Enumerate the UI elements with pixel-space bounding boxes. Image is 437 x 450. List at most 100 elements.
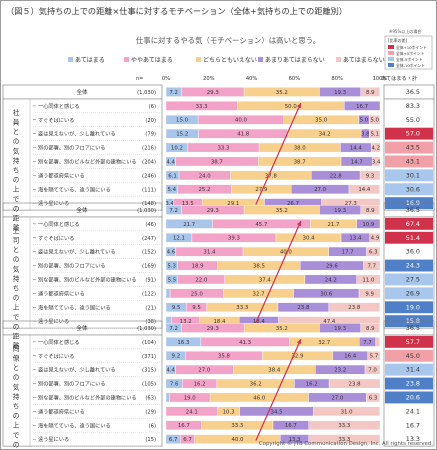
- bar-value: 21.7: [327, 222, 339, 228]
- row-total: 57.0: [406, 130, 420, 138]
- panel-name-char: 僚: [13, 354, 20, 363]
- row-n: (20): [145, 118, 156, 124]
- bar-segment: [328, 378, 381, 389]
- bar-segment: [348, 184, 380, 195]
- bar-segment: [366, 246, 381, 257]
- row-label: 一心同体と感じる: [38, 102, 80, 110]
- row-n: (247): [142, 236, 156, 242]
- sig-legend-label: 全体-5ポイント: [396, 57, 423, 62]
- panel-name-char: の: [13, 441, 20, 449]
- row-total: 83.3: [406, 102, 420, 110]
- row-n: (1,030): [137, 90, 156, 96]
- legend-label: あまりあてはまらない: [265, 57, 325, 64]
- row-total: 13.3: [406, 435, 420, 443]
- row-label: すぐそばにいる: [38, 234, 74, 242]
- row-total: 36.5: [406, 206, 420, 214]
- row-n: (122): [142, 291, 156, 297]
- panel-label-frame: [2, 320, 163, 447]
- sig-legend-label: 全体-10ポイント: [396, 63, 425, 68]
- row-total: 51.4: [406, 234, 420, 242]
- row-label: 姿は見えないが、少し離れている: [38, 366, 116, 374]
- panel-name-char: 司: [13, 237, 20, 245]
- bar-value: 18.4: [253, 319, 266, 325]
- trend-arrow-head: [297, 221, 301, 227]
- bar-value: 16.2: [306, 381, 318, 387]
- panel-name-char: の: [13, 176, 20, 184]
- legend-swatch: [336, 57, 341, 62]
- bar-value: 41.3: [239, 340, 251, 346]
- sig-legend-swatch: [388, 51, 394, 55]
- series-legend: あてはまる ややあてはまる どちらともいえない あまりあてはまらない あてはまらない: [68, 56, 385, 64]
- bar-value: 5.4: [167, 187, 176, 193]
- bar-value: 34.2: [319, 132, 331, 138]
- bar-value: 45.7: [255, 222, 267, 228]
- legend-swatch: [124, 57, 129, 62]
- row-label: 別の部署、別のフロアにいる: [38, 380, 105, 388]
- panel-name-char: 上: [13, 303, 20, 312]
- panel-label-frame: [2, 84, 163, 211]
- bar-segment: [360, 87, 380, 97]
- trend-arrow-head: [297, 339, 301, 345]
- bar-value: 38.7: [294, 159, 306, 165]
- bar-segment: [308, 434, 381, 444]
- panel-name-char: 気: [13, 382, 20, 391]
- bar-value: 27.0: [331, 395, 344, 401]
- row-label: 姿は見えないが、少し離れている: [38, 248, 116, 256]
- bar-value: 16.7: [285, 423, 297, 429]
- bar-value: 27.0: [198, 368, 211, 374]
- bar-value: 38.0: [294, 145, 307, 151]
- bar-value: 4.4: [166, 159, 175, 165]
- row-total: 36.5: [406, 324, 420, 332]
- bar-segment: [356, 219, 381, 229]
- bar-value: 46.0: [253, 395, 266, 401]
- sig-legend-swatch: [388, 63, 394, 67]
- bar-value: 27.0: [314, 187, 327, 193]
- panel-name-char: 持: [13, 392, 20, 401]
- legend-label: あてはまらない: [343, 57, 385, 64]
- bar-segment: [313, 406, 380, 417]
- panel-name-char: の: [13, 412, 20, 420]
- row-total: 55.0: [406, 116, 420, 124]
- bar-segment: [372, 156, 380, 167]
- panel-name-char: 気: [13, 146, 20, 155]
- bar-value: 38.4: [268, 368, 281, 374]
- bar-value: 35.0: [315, 118, 328, 124]
- row-n: (105): [142, 382, 156, 388]
- bar-value: 16.3: [177, 340, 189, 346]
- bar-value: 16.7: [178, 423, 190, 429]
- bar-value: 16.4: [344, 354, 357, 360]
- row-n: (216): [142, 146, 156, 152]
- bar-value: 6.3: [369, 395, 378, 401]
- bar-value: 14.7: [351, 159, 363, 165]
- bar-value: 6.3: [369, 250, 378, 256]
- chart-subtitle: 仕事に対するやる気（モチベーション）は高いと思う。: [136, 36, 320, 45]
- bar-value: 38.5: [253, 263, 265, 269]
- n-header: n=: [136, 76, 143, 82]
- legend-swatch: [258, 57, 263, 62]
- bar-value: 7.2: [169, 208, 178, 214]
- panel-name-char: で: [13, 195, 20, 203]
- bar-value: 7.2: [169, 326, 178, 332]
- panel-name-char: の: [13, 138, 20, 146]
- panel-label-frame: [2, 202, 163, 329]
- bar-value: 5.0: [370, 118, 379, 124]
- bar-value: 13.3: [288, 437, 300, 443]
- panel-name-char: と: [13, 246, 20, 254]
- bar-value: 4.4: [166, 368, 175, 374]
- bar-value: 9.5: [192, 305, 201, 311]
- bar-value: 31.4: [203, 250, 216, 256]
- bar-value: 37.8: [265, 173, 278, 179]
- bar-value: 16.7: [356, 104, 368, 110]
- bar-segment: [308, 420, 381, 431]
- bar-value: 7.0: [368, 368, 377, 374]
- bar-segment: [344, 101, 381, 111]
- bar-value: 35.2: [276, 326, 288, 332]
- bar-value: 33.3: [338, 437, 350, 443]
- bar-segment: [360, 323, 380, 333]
- total-highlight: [385, 141, 433, 154]
- x-tick-label: 80%: [331, 76, 343, 82]
- bar-value: 8.9: [366, 326, 375, 332]
- row-label: 別な部署、別のビルなど外部の建物にいる: [38, 275, 137, 283]
- row-label: 海を隔てている、遠う国にいる: [38, 303, 111, 311]
